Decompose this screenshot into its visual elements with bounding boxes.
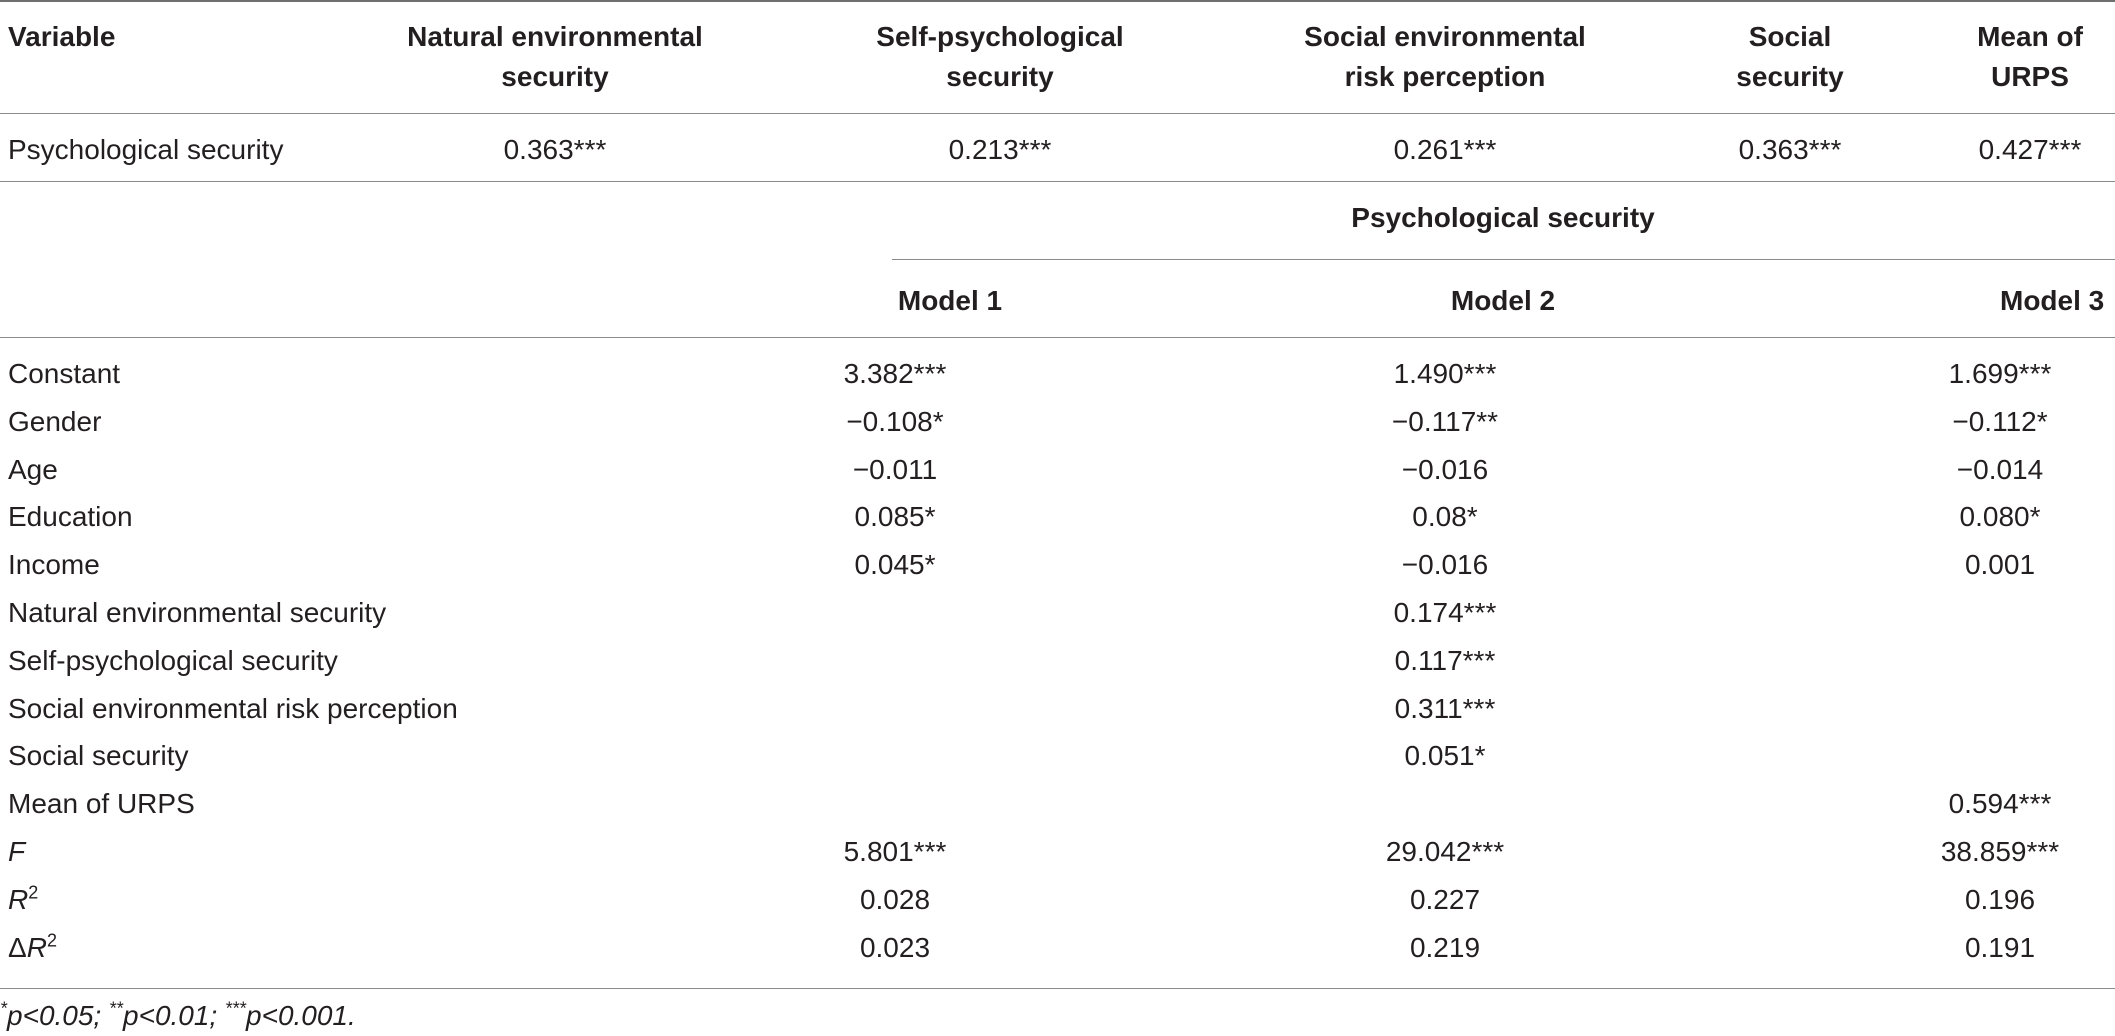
- table-cell-m1: 5.801***: [843, 836, 947, 867]
- table-cell-m1: 0.045*: [854, 549, 936, 580]
- table-cell-m1: 3.382***: [843, 358, 947, 389]
- table2-header-model-1: Model 1: [897, 285, 1003, 316]
- row-label: Mean of URPS: [8, 788, 195, 819]
- table-cell-m3: 0.196: [1964, 884, 2036, 915]
- table1-header-variable: Variable: [8, 21, 116, 52]
- table-cell-m2: 1.490***: [1393, 358, 1497, 389]
- table-cell-m3: 38.859***: [1940, 836, 2060, 867]
- table1-row-label: Psychological security: [8, 134, 284, 165]
- table-cell-m3: 0.080*: [1959, 501, 2041, 532]
- footnote-marker: *: [0, 998, 8, 1019]
- table-cell-m1: −0.011: [852, 454, 938, 485]
- row-label: Social security: [8, 740, 189, 771]
- footnote-text: p<0.05;: [7, 1000, 109, 1031]
- table1-header-social-environmental-risk-perception: Social environmental risk perception: [1304, 21, 1586, 92]
- row-label: Age: [8, 454, 58, 485]
- table1-cell: 0.427***: [1978, 134, 2082, 165]
- table-cell-m1: 0.085*: [854, 501, 936, 532]
- table1-cell: 0.363***: [503, 134, 607, 165]
- table-cell-m3: 0.594***: [1948, 788, 2052, 819]
- table2-header-model-2: Model 2: [1450, 285, 1556, 316]
- table2-header-rule: [0, 337, 2115, 338]
- table2-group-rule: [892, 259, 2115, 260]
- row-label: Natural environmental security: [8, 597, 387, 628]
- table1-top-rule: [0, 0, 2115, 2]
- significance-footnote: *p<0.05; **p<0.01; ***p<0.001.: [0, 996, 356, 1036]
- table-cell-m2: −0.016: [1401, 549, 1489, 580]
- table2-bottom-rule: [0, 988, 2115, 989]
- row-label: Education: [8, 501, 133, 532]
- table-cell-m2: 0.174***: [1393, 597, 1497, 628]
- footnote-text: p<0.01;: [123, 1000, 225, 1031]
- table-cell-m2: 0.051*: [1404, 740, 1486, 771]
- table-cell-m3: 1.699***: [1948, 358, 2052, 389]
- table1-header-self-psychological-security: Self-psychological security: [876, 21, 1124, 92]
- table-cell-m2: 0.311***: [1394, 693, 1496, 724]
- table2-header-model-3: Model 3: [2000, 285, 2105, 316]
- table1-header-rule: [0, 113, 2115, 114]
- row-label: F: [8, 836, 26, 867]
- superscript: 2: [46, 930, 57, 951]
- table1-cell: 0.363***: [1738, 134, 1842, 165]
- table-cell-m3: −0.112*: [1952, 406, 2048, 437]
- table1-bottom-rule: [0, 181, 2115, 182]
- table-cell-m1: 0.023: [859, 932, 931, 963]
- row-label: Constant: [8, 358, 121, 389]
- table-cell-m2: −0.016: [1401, 454, 1489, 485]
- table-cell-m3: 0.191: [1964, 932, 2036, 963]
- table1-header-social-security: Social security: [1736, 21, 1844, 92]
- table-cell-m2: 29.042***: [1385, 836, 1505, 867]
- row-label: Self-psychological security: [8, 645, 338, 676]
- table1-cell: 0.213***: [948, 134, 1052, 165]
- footnote-marker: ***: [225, 998, 247, 1019]
- table-cell-m1: 0.028: [859, 884, 931, 915]
- row-label: Social environmental risk perception: [8, 693, 458, 724]
- table-cell-m2: 0.117***: [1394, 645, 1496, 676]
- table-cell-m1: −0.108*: [846, 406, 944, 437]
- superscript: 2: [28, 882, 39, 903]
- table-cell-m2: 0.219: [1409, 932, 1481, 963]
- row-label: R2: [8, 882, 39, 915]
- row-label: Gender: [8, 406, 102, 437]
- row-label: ΔR2: [8, 930, 57, 963]
- table-cell-m2: 0.08*: [1412, 501, 1478, 532]
- table-cell-m3: 0.001: [1964, 549, 2036, 580]
- table-cell-m2: −0.117**: [1391, 406, 1499, 437]
- table1-header-mean-of-urps: Mean of URPS: [1977, 21, 2083, 92]
- footnote-marker: **: [109, 998, 124, 1019]
- footnote-text: p<0.001.: [246, 1000, 356, 1031]
- table1-header-natural-environmental-security: Natural environmental security: [407, 21, 703, 92]
- table1-cell: 0.261***: [1393, 134, 1497, 165]
- row-label: Income: [8, 549, 100, 580]
- table-cell-m3: −0.014: [1956, 454, 2044, 485]
- table-cell-m2: 0.227: [1409, 884, 1481, 915]
- table2-group-header: Psychological security: [1351, 202, 1655, 233]
